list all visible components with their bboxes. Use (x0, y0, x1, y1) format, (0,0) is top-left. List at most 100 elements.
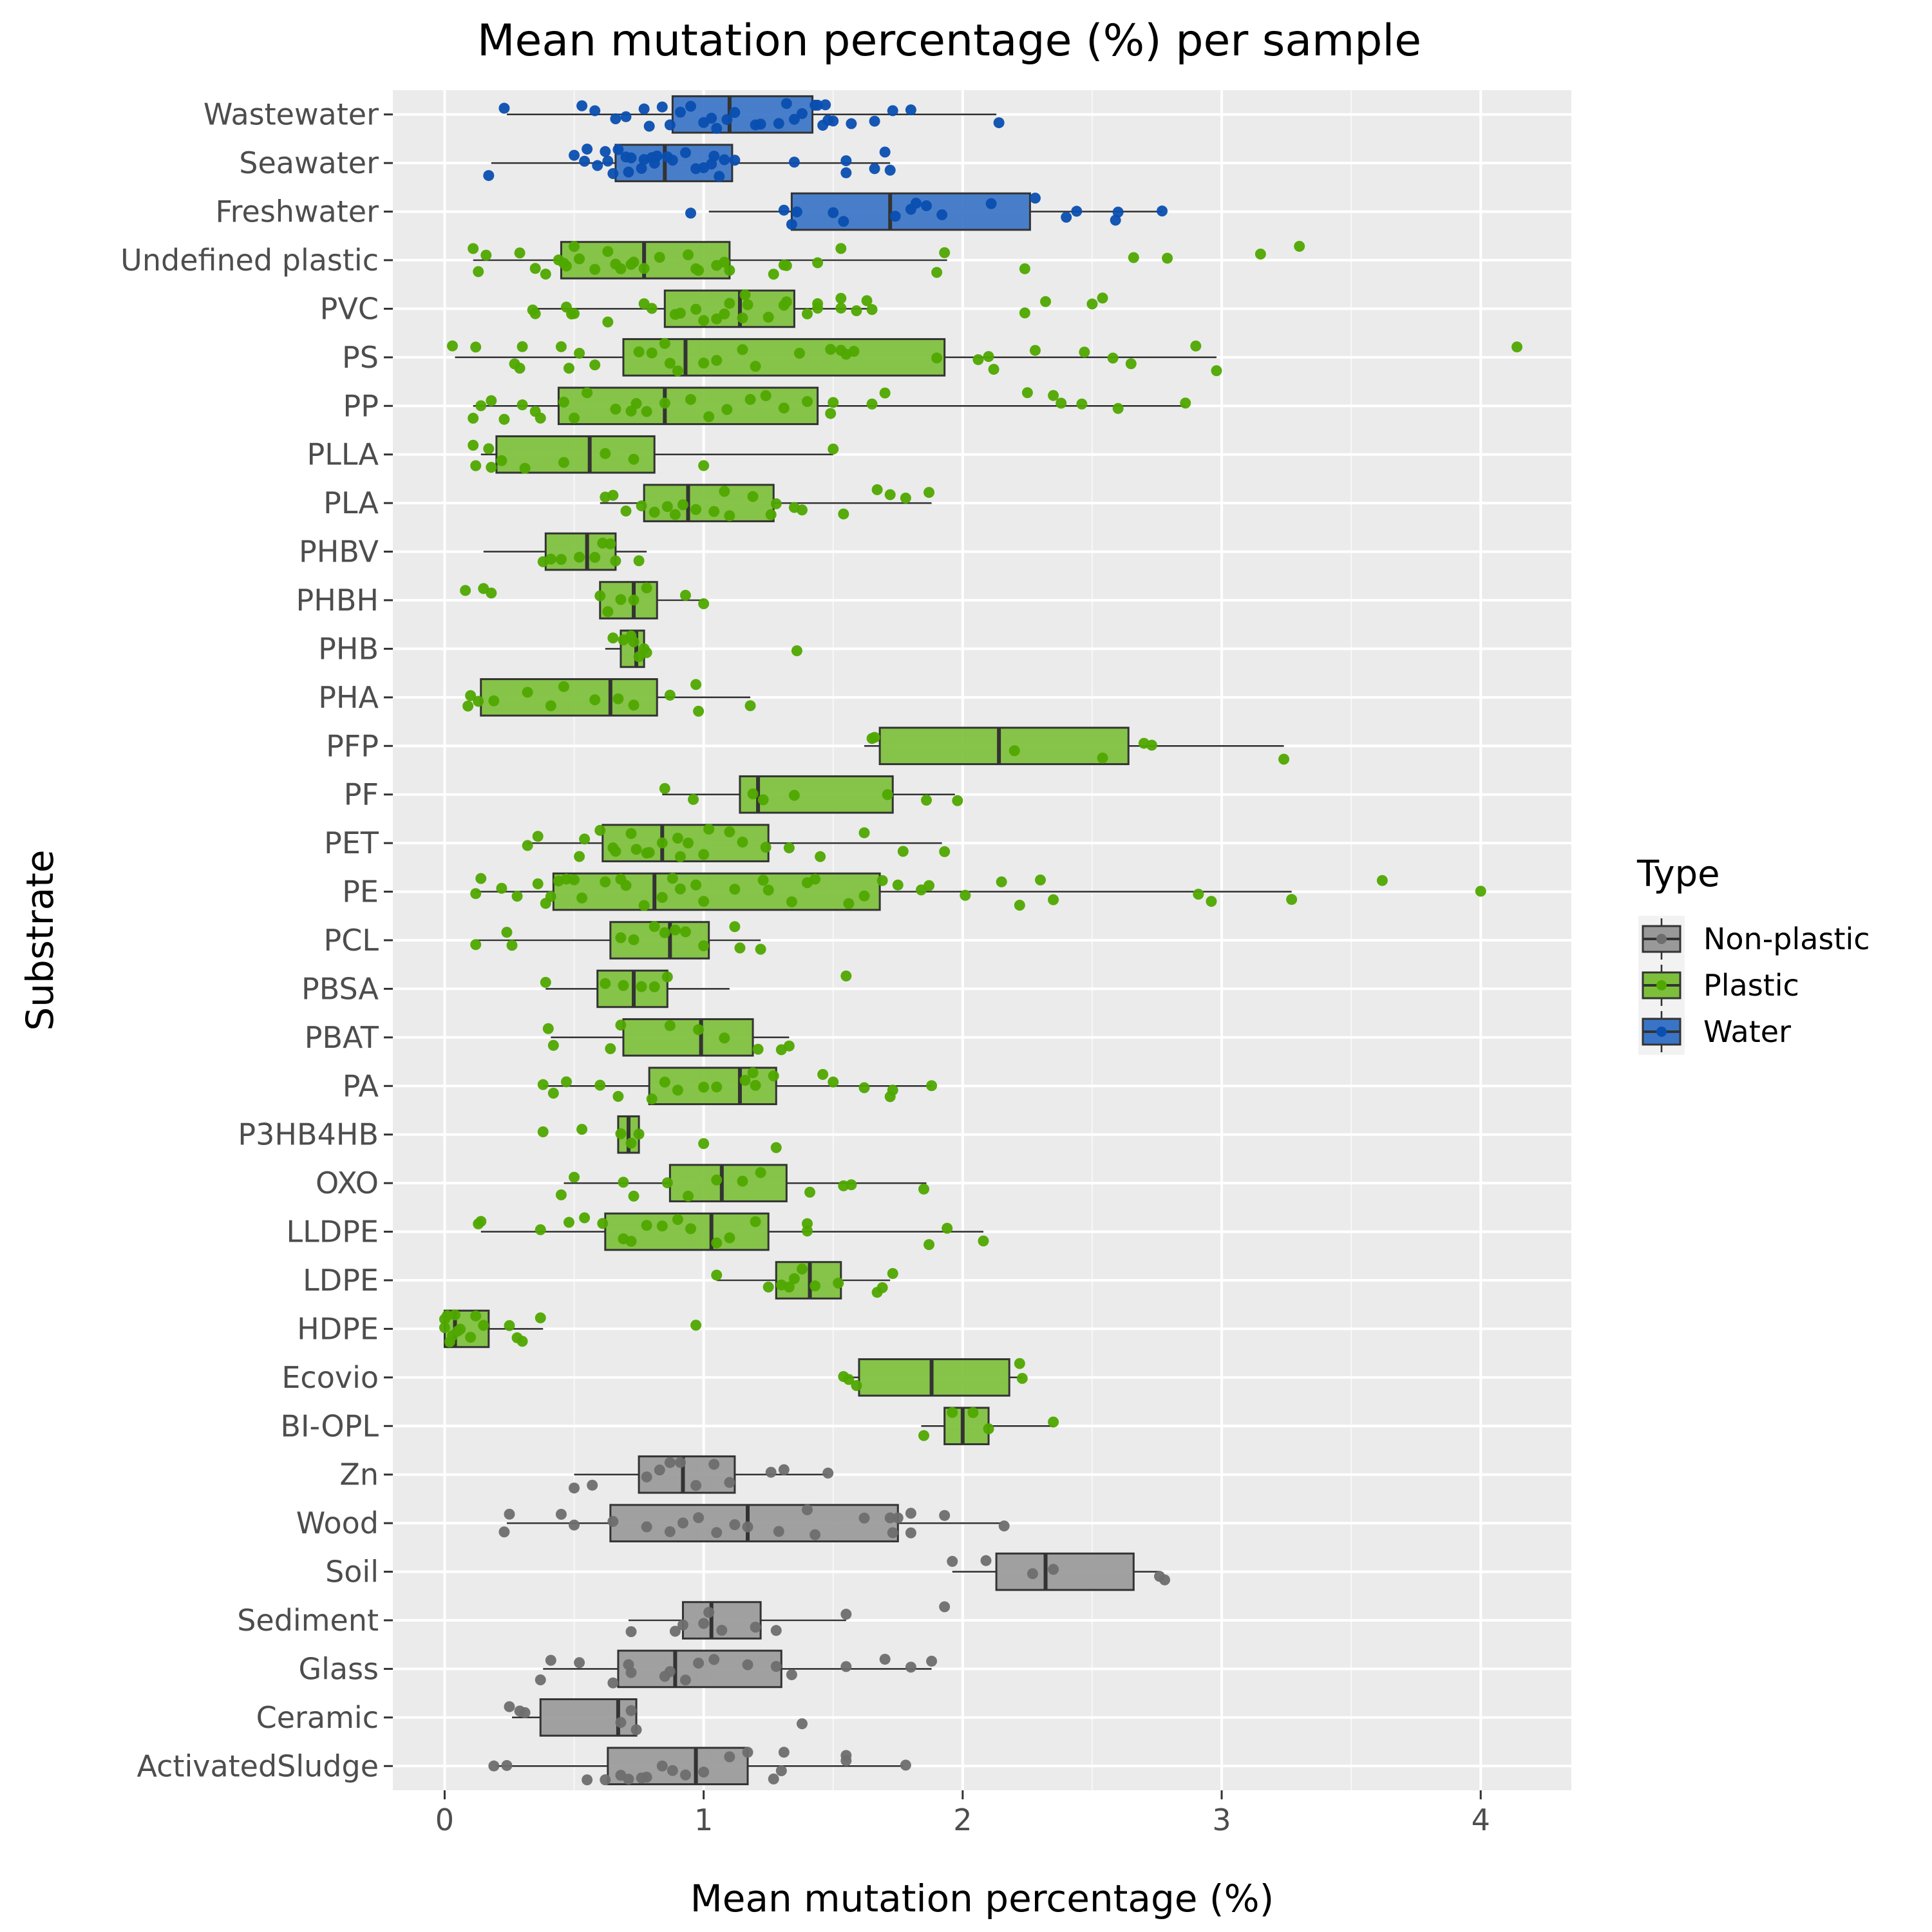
data-point (612, 144, 624, 155)
data-point (618, 980, 629, 991)
data-point (802, 1504, 813, 1515)
data-point (667, 873, 678, 884)
data-point (602, 316, 614, 328)
data-point (1278, 753, 1290, 765)
data-point (960, 889, 971, 901)
data-point (677, 499, 688, 511)
data-point (770, 1625, 782, 1636)
data-point (703, 411, 715, 422)
data-point (522, 840, 533, 851)
data-point (698, 117, 710, 128)
legend-key-point (1656, 980, 1667, 990)
data-point (579, 155, 591, 167)
data-point (1079, 346, 1090, 358)
data-point (661, 501, 673, 513)
data-point (1211, 365, 1222, 377)
data-point (788, 1273, 800, 1285)
data-point (788, 790, 800, 801)
data-point (664, 119, 676, 131)
data-point (714, 171, 725, 182)
data-point (861, 295, 873, 307)
data-point (843, 1374, 855, 1385)
data-point (755, 943, 766, 955)
data-point (602, 606, 614, 618)
data-point (582, 1774, 593, 1786)
y-tick-label: PHA (318, 680, 379, 715)
data-point (998, 1520, 1010, 1532)
data-point (475, 873, 487, 884)
data-point (737, 344, 748, 355)
data-point (719, 256, 730, 268)
data-point (796, 108, 808, 119)
x-tick-label: 2 (953, 1803, 972, 1837)
data-point (620, 880, 632, 891)
data-point (879, 387, 891, 399)
data-point (685, 393, 697, 405)
data-point (719, 486, 730, 497)
data-point (802, 308, 813, 319)
data-point (589, 105, 601, 117)
data-point (952, 795, 963, 806)
data-point (545, 553, 556, 565)
data-point (786, 218, 797, 230)
data-point (628, 934, 639, 945)
data-point (628, 594, 639, 606)
axis-layer: Wastewater Seawater Freshwater Undefined pl… (120, 97, 1490, 1837)
data-point (535, 1674, 546, 1686)
data-point (1009, 745, 1020, 757)
data-point (1511, 341, 1523, 353)
data-point (918, 1430, 930, 1441)
data-point (760, 842, 772, 853)
data-point (698, 315, 710, 327)
data-point (770, 1142, 782, 1153)
data-point (822, 1467, 834, 1479)
data-point (1048, 1564, 1059, 1575)
data-point (698, 162, 710, 173)
data-point (747, 491, 759, 502)
data-point (724, 1751, 735, 1763)
data-point (473, 1218, 484, 1229)
data-point (796, 1718, 808, 1730)
data-point (594, 1079, 606, 1091)
data-point (636, 162, 647, 174)
box-iqr (622, 338, 946, 377)
data-point (643, 120, 655, 132)
data-point (788, 502, 800, 513)
data-point (628, 636, 639, 648)
data-point (815, 851, 826, 862)
box-iqr (617, 1649, 782, 1689)
data-point (978, 1235, 989, 1247)
data-point (679, 147, 691, 158)
data-point (576, 100, 588, 111)
data-point (504, 1701, 515, 1712)
data-point (610, 113, 621, 125)
box-iqr (638, 1455, 736, 1494)
data-point (757, 794, 769, 806)
data-point (967, 1407, 979, 1419)
data-point (942, 1222, 953, 1234)
data-point (522, 687, 533, 698)
data-point (802, 877, 813, 889)
data-point (783, 1282, 795, 1293)
legend: Type Non-plastic Plastic Water (1636, 853, 1870, 1055)
data-point (625, 828, 637, 839)
data-point (876, 1282, 888, 1293)
data-point (778, 204, 790, 216)
data-point (812, 257, 824, 269)
data-point (532, 831, 544, 842)
data-point (690, 1320, 702, 1331)
data-point (812, 99, 824, 111)
data-point (889, 211, 901, 222)
data-point (879, 146, 891, 158)
data-point (630, 1724, 642, 1736)
data-point (625, 1137, 637, 1149)
y-tick-label: Ecovio (281, 1360, 379, 1395)
box-ps (455, 338, 1217, 377)
data-point (721, 404, 733, 415)
data-point (711, 1081, 723, 1093)
data-point (674, 106, 686, 118)
data-point (677, 1517, 688, 1529)
data-point (641, 647, 652, 658)
data-point (664, 689, 676, 701)
data-point (519, 1707, 531, 1718)
